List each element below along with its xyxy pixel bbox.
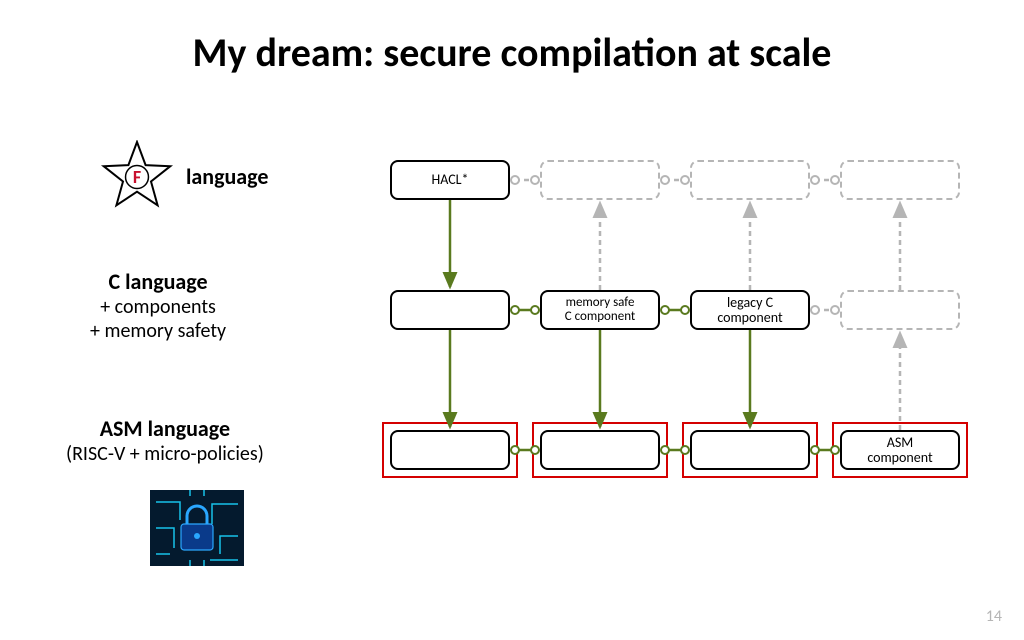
asm-language-label: ASM language(RISC-V + micro-policies)	[66, 415, 264, 466]
slide-title: My dream: secure compilation at scale	[0, 28, 1024, 77]
node-r2c3: legacy Ccomponent	[690, 290, 810, 330]
secure-wrap-col4	[832, 422, 968, 478]
node-r2c4	[840, 290, 960, 330]
page-number: 14	[986, 607, 1002, 626]
node-r2c1	[390, 290, 510, 330]
secure-wrap-col3	[682, 422, 818, 478]
node-r1c2	[540, 160, 660, 200]
lock-chip-icon	[150, 490, 244, 566]
fstar-language-label: language	[186, 163, 268, 190]
node-r1c1: HACL*	[390, 160, 510, 200]
secure-wrap-col1	[382, 422, 518, 478]
node-r2c2: memory safeC component	[540, 290, 660, 330]
svg-text:F: F	[133, 166, 141, 188]
node-r1c3	[690, 160, 810, 200]
c-language-label: C language+ components+ memory safety	[90, 268, 226, 343]
node-r1c4	[840, 160, 960, 200]
fstar-logo-icon: F	[100, 140, 174, 214]
secure-wrap-col2	[532, 422, 668, 478]
